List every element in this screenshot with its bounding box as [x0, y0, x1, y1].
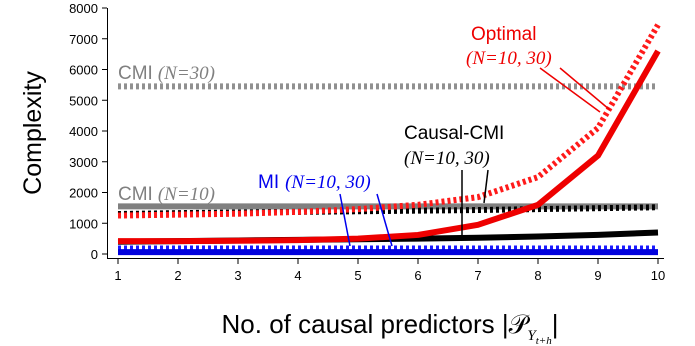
x-tick-label: 6 [414, 268, 421, 283]
annotation-mi: MI (N=10, 30) [258, 172, 371, 193]
ticks: 0 1000 2000 3000 4000 5000 6000 7000 8000 1 2 3 4 5 6 7… [69, 1, 665, 283]
series-layer [117, 23, 661, 256]
y-tick-label: 2000 [69, 186, 98, 201]
y-tick-label: 7000 [69, 32, 98, 47]
x-tick-label: 10 [651, 268, 665, 283]
series-opt10-line [118, 49, 661, 245]
x-axis-title-end: | [552, 309, 559, 339]
y-tick-label: 3000 [69, 155, 98, 170]
annotation-causal-cmi-label: Causal-CMI [404, 123, 504, 144]
x-tick-label: 7 [474, 268, 481, 283]
optimal-pointer-1 [539, 67, 601, 113]
y-tick-label: 6000 [69, 63, 98, 78]
x-axis-title-main: No. of causal predictors |𝒫 [222, 309, 531, 339]
pointer-lines [339, 67, 611, 247]
annotation-optimal-param: (N=10, 30) [466, 48, 552, 69]
x-tick-label: 1 [114, 268, 121, 283]
annotation-cmi10: CMI (N=10) [118, 184, 215, 205]
y-axis-title: Complexity [19, 71, 47, 195]
x-tick-label: 2 [174, 268, 181, 283]
x-axis-title-subsub: t+h [536, 335, 552, 346]
annotation-cmi30: CMI (N=30) [118, 63, 215, 84]
axes [107, 8, 664, 259]
mi-pointer-1 [339, 193, 351, 247]
x-tick-label: 9 [594, 268, 601, 283]
annotation-causal-cmi-param: (N=10, 30) [404, 148, 490, 169]
mi-pointer-2 [376, 193, 393, 247]
x-tick-label: 4 [294, 268, 301, 283]
x-tick-label: 5 [354, 268, 361, 283]
optimal-pointer-2 [559, 67, 611, 111]
y-tick-label: 0 [91, 247, 98, 262]
causal-cmi-pointer-2 [483, 169, 489, 204]
y-tick-label: 4000 [69, 124, 98, 139]
y-tick-label: 5000 [69, 93, 98, 108]
x-tick-label: 8 [534, 268, 541, 283]
y-tick-label: 1000 [69, 216, 98, 231]
x-tick-label: 3 [234, 268, 241, 283]
x-axis-title: No. of causal predictors |𝒫Yt+h| [222, 309, 559, 346]
series-opt30-line [117, 23, 661, 219]
x-axis-title-sub: Y [527, 328, 537, 344]
annotation-optimal-label: Optimal [471, 24, 536, 45]
y-tick-label: 8000 [69, 1, 98, 16]
